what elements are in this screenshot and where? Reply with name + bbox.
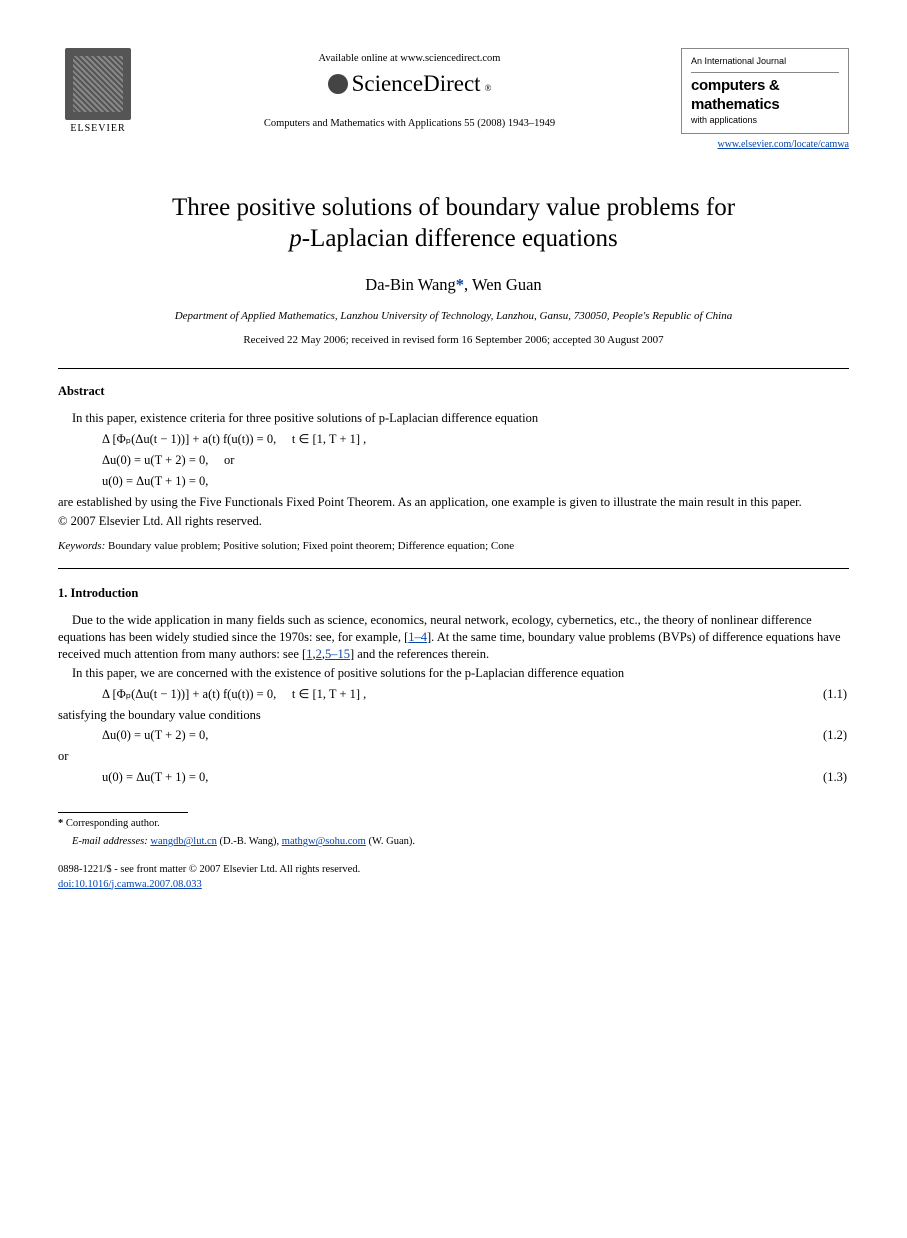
journal-title-line2: mathematics — [691, 95, 839, 115]
abstract-eq-3: u(0) = Δu(T + 1) = 0, — [102, 473, 849, 490]
intro-para-2: In this paper, we are concerned with the… — [58, 665, 849, 682]
affiliation: Department of Applied Mathematics, Lanzh… — [58, 309, 849, 324]
eq-1-2-body: Δu(0) = u(T + 2) = 0, — [102, 727, 208, 744]
equation-1-1: Δ [Φₚ(Δu(t − 1))] + a(t) f(u(t)) = 0, t … — [102, 686, 849, 703]
journal-subtitle: with applications — [691, 115, 839, 127]
eq-1-3-body: u(0) = Δu(T + 1) = 0, — [102, 769, 208, 786]
abstract-copyright: © 2007 Elsevier Ltd. All rights reserved… — [58, 513, 849, 530]
email-who-2: (W. Guan). — [366, 836, 415, 847]
journal-intro: An International Journal — [691, 56, 839, 73]
email-label: E-mail addresses: — [72, 836, 148, 847]
keywords-text: Boundary value problem; Positive solutio… — [105, 540, 514, 552]
eq-1-1-body: Δ [Φₚ(Δu(t − 1))] + a(t) f(u(t)) = 0, t … — [102, 686, 366, 703]
header-center: Available online at www.sciencedirect.co… — [138, 48, 681, 131]
elsevier-logo: ELSEVIER — [58, 48, 138, 136]
doi-value: 10.1016/j.camwa.2007.08.033 — [74, 879, 201, 890]
paper-title: Three positive solutions of boundary val… — [58, 192, 849, 255]
authors: Da-Bin Wang*, Wen Guan — [58, 274, 849, 296]
footnote-corr-text: Corresponding author. — [63, 818, 160, 829]
doi-link[interactable]: doi:10.1016/j.camwa.2007.08.033 — [58, 879, 202, 890]
abstract-tail: are established by using the Five Functi… — [58, 494, 849, 511]
rule-above-abstract — [58, 368, 849, 369]
journal-url-link[interactable]: www.elsevier.com/locate/camwa — [717, 139, 849, 150]
journal-title-line1: computers & — [691, 76, 839, 96]
ref-link-1-4[interactable]: 1–4 — [408, 630, 427, 644]
article-dates: Received 22 May 2006; received in revise… — [58, 333, 849, 348]
elsevier-label: ELSEVIER — [70, 122, 125, 136]
journal-citation: Computers and Mathematics with Applicati… — [138, 117, 681, 131]
sciencedirect-ball-icon — [328, 74, 348, 94]
author-2: Wen Guan — [472, 275, 542, 294]
journal-box: An International Journal computers & mat… — [681, 48, 849, 134]
section-1-heading: 1. Introduction — [58, 585, 849, 602]
email-link-1[interactable]: wangdb@lut.cn — [150, 836, 217, 847]
bvc-text: satisfying the boundary value conditions — [58, 707, 849, 724]
footnote-corresponding: * Corresponding author. — [58, 817, 849, 831]
registered-mark: ® — [485, 82, 492, 94]
eq-1-1-number: (1.1) — [823, 686, 849, 703]
author-1: Da-Bin Wang — [365, 275, 455, 294]
doi-label: doi: — [58, 879, 74, 890]
ref-link-5-15[interactable]: 5–15 — [325, 647, 350, 661]
title-p-italic: p — [289, 225, 302, 252]
keywords-line: Keywords: Boundary value problem; Positi… — [58, 539, 849, 554]
or-text: or — [58, 748, 849, 765]
corresponding-star-icon: * — [456, 275, 464, 294]
eq-1-3-number: (1.3) — [823, 769, 849, 786]
abstract-eq-2: Δu(0) = u(T + 2) = 0, or — [102, 452, 849, 469]
rule-below-abstract — [58, 568, 849, 569]
abstract-eq-1: Δ [Φₚ(Δu(t − 1))] + a(t) f(u(t)) = 0, t … — [102, 431, 849, 448]
journal-box-wrap: An International Journal computers & mat… — [681, 48, 849, 152]
sciencedirect-text: ScienceDirect — [352, 68, 481, 99]
abstract-heading: Abstract — [58, 383, 849, 400]
intro-p1e: ] and the references therein. — [350, 647, 489, 661]
available-online-text: Available online at www.sciencedirect.co… — [138, 52, 681, 66]
footer-doi: doi:10.1016/j.camwa.2007.08.033 — [58, 878, 849, 892]
keywords-label: Keywords: — [58, 540, 105, 552]
intro-para-1: Due to the wide application in many fiel… — [58, 612, 849, 663]
title-line1: Three positive solutions of boundary val… — [172, 194, 735, 221]
abstract-intro: In this paper, existence criteria for th… — [58, 410, 849, 427]
paper-header: ELSEVIER Available online at www.science… — [58, 48, 849, 152]
title-line2-rest: -Laplacian difference equations — [302, 225, 618, 252]
equation-1-2: Δu(0) = u(T + 2) = 0, (1.2) — [102, 727, 849, 744]
email-who-1: (D.-B. Wang), — [217, 836, 282, 847]
equation-1-3: u(0) = Δu(T + 1) = 0, (1.3) — [102, 769, 849, 786]
eq-1-2-number: (1.2) — [823, 727, 849, 744]
footnote-rule — [58, 812, 188, 813]
footnote-emails: E-mail addresses: wangdb@lut.cn (D.-B. W… — [58, 835, 849, 849]
elsevier-tree-icon — [65, 48, 131, 120]
sciencedirect-logo: ScienceDirect ® — [328, 68, 492, 99]
journal-url-row: www.elsevier.com/locate/camwa — [681, 138, 849, 152]
footer-issn: 0898-1221/$ - see front matter © 2007 El… — [58, 863, 849, 877]
email-link-2[interactable]: mathgw@sohu.com — [282, 836, 366, 847]
